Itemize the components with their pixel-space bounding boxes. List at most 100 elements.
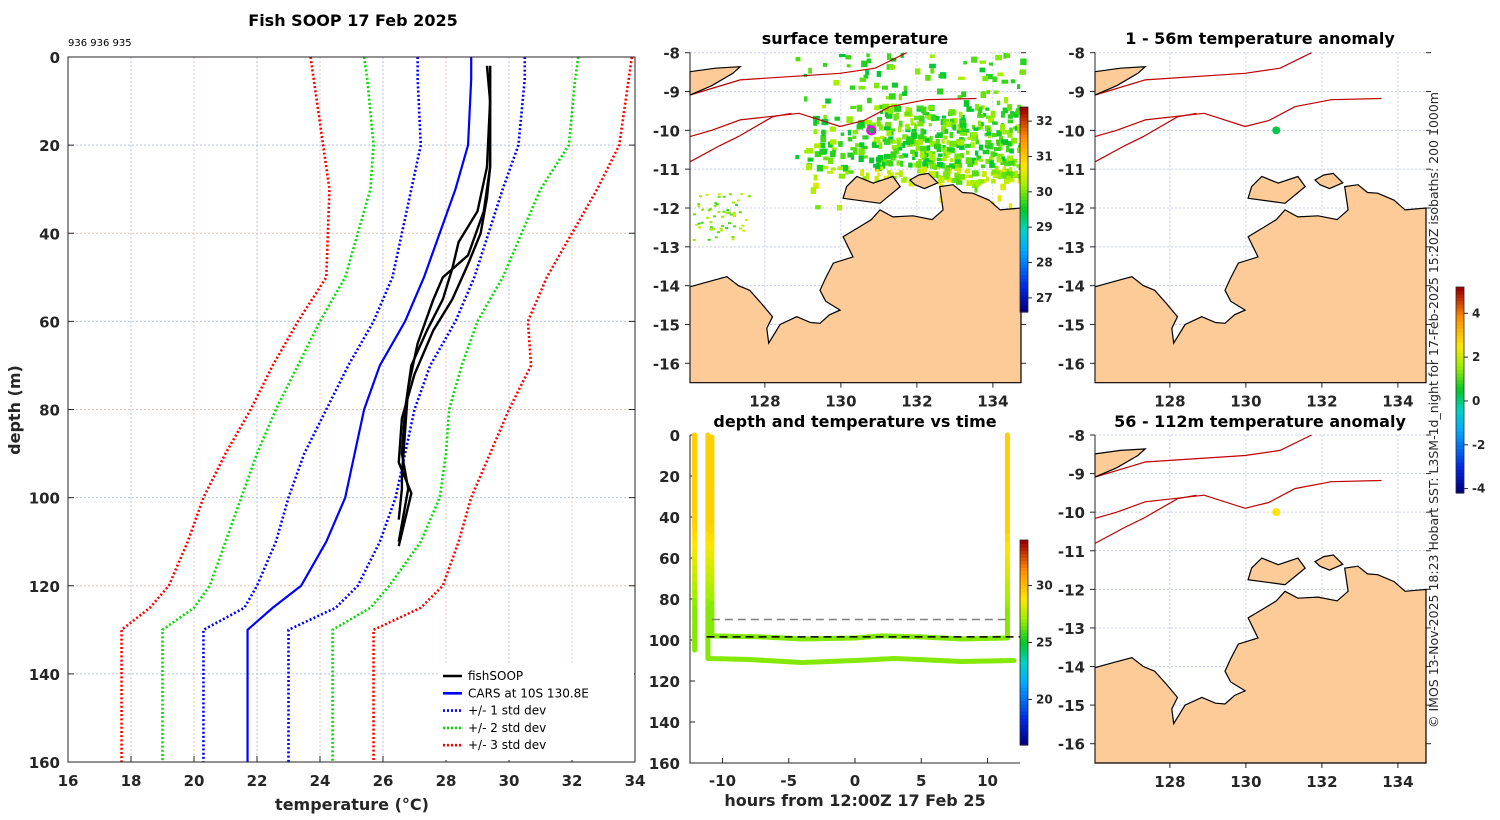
legend-label: fishSOOP xyxy=(468,669,523,683)
sst-pixel xyxy=(722,210,726,213)
sst-colorbar-segment xyxy=(1020,243,1028,248)
anomaly-colorbar-tick-label: -4 xyxy=(1472,482,1485,496)
sst-pixel xyxy=(899,160,903,167)
y-tick-label: 40 xyxy=(39,225,60,243)
series-line-2 xyxy=(287,57,527,762)
sst-colorbar-segment xyxy=(1020,168,1028,173)
anomaly-point xyxy=(1272,126,1281,135)
sst-pixel xyxy=(1008,160,1015,166)
sst-pixel xyxy=(975,139,980,145)
sst-pixel xyxy=(957,95,963,100)
sst-pixel xyxy=(1004,178,1010,184)
sst-pixel xyxy=(999,136,1004,142)
anomaly-colorbar-segment xyxy=(1456,451,1464,456)
isobath-line xyxy=(1094,97,1382,138)
isobath-line xyxy=(1094,479,1382,519)
sst-pixel xyxy=(946,176,952,183)
sst-pixel xyxy=(990,151,996,158)
sst-pixel xyxy=(904,111,911,117)
sst-pixel xyxy=(996,130,1002,137)
x-tick-label: 5 xyxy=(916,772,926,790)
sst-pixel xyxy=(885,95,890,100)
sst-pixel xyxy=(982,75,989,82)
sst-pixel xyxy=(935,164,939,170)
y-tick-label: 20 xyxy=(659,468,680,486)
sst-pixel xyxy=(731,238,735,241)
sst-pixel xyxy=(908,162,913,168)
anomaly-colorbar-segment xyxy=(1456,359,1464,364)
sst-pixel xyxy=(1008,203,1013,210)
sst-pixel xyxy=(1001,79,1009,84)
sst-pixel xyxy=(879,104,884,109)
anomaly-colorbar-segment xyxy=(1456,407,1464,412)
sst-pixel xyxy=(963,100,970,107)
sst-pixel xyxy=(850,105,857,110)
sst-pixel xyxy=(944,167,950,172)
depth-time-colorbar-segment xyxy=(1020,721,1028,726)
depth-time-colorbar-segment xyxy=(1020,625,1028,630)
lat-tick-label: -11 xyxy=(653,161,680,179)
sst-pixel xyxy=(1011,158,1018,163)
isobath-line xyxy=(689,52,907,96)
y-tick-label: 60 xyxy=(39,313,60,331)
anomaly2-title: 56 - 112m temperature anomaly xyxy=(1114,412,1406,431)
sst-pixel xyxy=(918,159,922,164)
sst-pixel xyxy=(847,170,854,174)
anomaly-colorbar-segment xyxy=(1456,396,1464,401)
sst-pixel xyxy=(812,115,820,120)
depth-time-colorbar-segment xyxy=(1020,656,1028,661)
sst-pixel xyxy=(815,205,821,210)
sst-pixel xyxy=(963,60,967,65)
sst-colorbar-segment xyxy=(1020,236,1028,241)
depth-time-colorbar-segment xyxy=(1020,639,1028,644)
sst-pixel xyxy=(985,158,992,164)
depth-time-colorbar-tick-label: 25 xyxy=(1036,636,1053,650)
lat-tick-label: -12 xyxy=(1058,581,1085,599)
anomaly-colorbar-box xyxy=(1455,286,1465,494)
sst-pixel xyxy=(920,145,927,152)
anomaly-colorbar-segment xyxy=(1456,455,1464,460)
sst-colorbar-segment xyxy=(1020,288,1028,293)
sst-pixel xyxy=(979,122,984,127)
sst-pixel xyxy=(946,147,954,152)
sst-pixel xyxy=(1020,58,1027,66)
x-tick-label: 28 xyxy=(436,772,457,790)
lon-tick-label: 134 xyxy=(1382,773,1413,791)
sst-pixel xyxy=(982,171,987,177)
sst-pixel xyxy=(927,105,934,111)
sst-pixel xyxy=(977,114,985,118)
lon-tick-label: 132 xyxy=(901,393,932,411)
sst-pixel xyxy=(995,54,1002,61)
anomaly-colorbar-segment xyxy=(1456,345,1464,350)
depth-time-colorbar-segment xyxy=(1020,697,1028,702)
depth-time-title: depth and temperature vs time xyxy=(713,412,996,431)
sst-pixel xyxy=(987,135,991,139)
sst-pixel xyxy=(845,55,852,60)
sst-colorbar-segment xyxy=(1020,175,1028,180)
sst-pixel xyxy=(878,142,883,149)
sst-pixel xyxy=(869,157,875,164)
anomaly-point xyxy=(1272,508,1281,517)
lat-tick-label: -14 xyxy=(1058,659,1085,677)
sst-pixel xyxy=(987,143,994,147)
depth-time-colorbar-segment xyxy=(1020,577,1028,582)
series-line-5 xyxy=(120,56,331,762)
sst-pixel xyxy=(930,114,937,122)
sst-pixel xyxy=(891,82,898,88)
sst-pixel xyxy=(958,76,965,80)
sst-colorbar-tick-label: 29 xyxy=(1036,220,1053,234)
land-polygon xyxy=(689,65,742,96)
sst-pixel xyxy=(929,153,936,161)
sst-pixel xyxy=(867,97,872,104)
sst-pixel xyxy=(732,211,736,214)
sst-pixel xyxy=(1009,176,1015,183)
sst-pixel xyxy=(821,104,826,109)
sst-pixel xyxy=(1001,156,1006,161)
depth-time-colorbar-segment xyxy=(1020,608,1028,613)
sst-pixel xyxy=(911,128,917,133)
depth-time-colorbar-segment xyxy=(1020,581,1028,586)
sst-pixel xyxy=(885,113,893,119)
legend-label: +/- 2 std dev xyxy=(468,721,546,735)
y-tick-label: 40 xyxy=(659,509,680,527)
anomaly-colorbar-tick-label: 4 xyxy=(1472,306,1480,320)
